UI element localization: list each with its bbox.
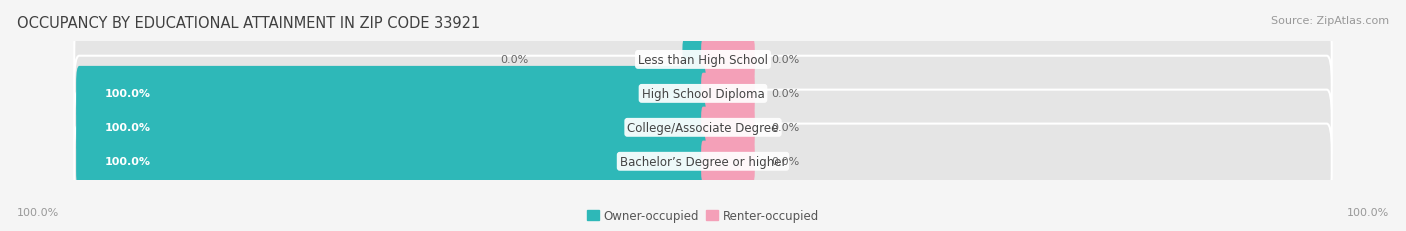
- Text: 100.0%: 100.0%: [104, 157, 150, 167]
- FancyBboxPatch shape: [75, 90, 1331, 165]
- Text: 0.0%: 0.0%: [501, 55, 529, 65]
- FancyBboxPatch shape: [76, 100, 706, 155]
- FancyBboxPatch shape: [702, 40, 755, 81]
- FancyBboxPatch shape: [75, 23, 1331, 98]
- Text: 100.0%: 100.0%: [17, 207, 59, 217]
- FancyBboxPatch shape: [682, 40, 704, 81]
- Text: Source: ZipAtlas.com: Source: ZipAtlas.com: [1271, 16, 1389, 26]
- Text: College/Associate Degree: College/Associate Degree: [627, 121, 779, 134]
- FancyBboxPatch shape: [76, 67, 706, 121]
- FancyBboxPatch shape: [75, 124, 1331, 199]
- Text: Less than High School: Less than High School: [638, 54, 768, 67]
- FancyBboxPatch shape: [76, 134, 706, 189]
- Text: OCCUPANCY BY EDUCATIONAL ATTAINMENT IN ZIP CODE 33921: OCCUPANCY BY EDUCATIONAL ATTAINMENT IN Z…: [17, 16, 479, 31]
- Text: High School Diploma: High School Diploma: [641, 88, 765, 100]
- Text: 0.0%: 0.0%: [772, 123, 800, 133]
- FancyBboxPatch shape: [75, 56, 1331, 131]
- FancyBboxPatch shape: [702, 73, 755, 115]
- Text: 100.0%: 100.0%: [104, 89, 150, 99]
- FancyBboxPatch shape: [702, 141, 755, 182]
- Text: 0.0%: 0.0%: [772, 89, 800, 99]
- FancyBboxPatch shape: [702, 107, 755, 148]
- Text: Bachelor’s Degree or higher: Bachelor’s Degree or higher: [620, 155, 786, 168]
- Text: 100.0%: 100.0%: [104, 123, 150, 133]
- Legend: Owner-occupied, Renter-occupied: Owner-occupied, Renter-occupied: [582, 205, 824, 227]
- Text: 0.0%: 0.0%: [772, 157, 800, 167]
- Text: 0.0%: 0.0%: [772, 55, 800, 65]
- Text: 100.0%: 100.0%: [1347, 207, 1389, 217]
